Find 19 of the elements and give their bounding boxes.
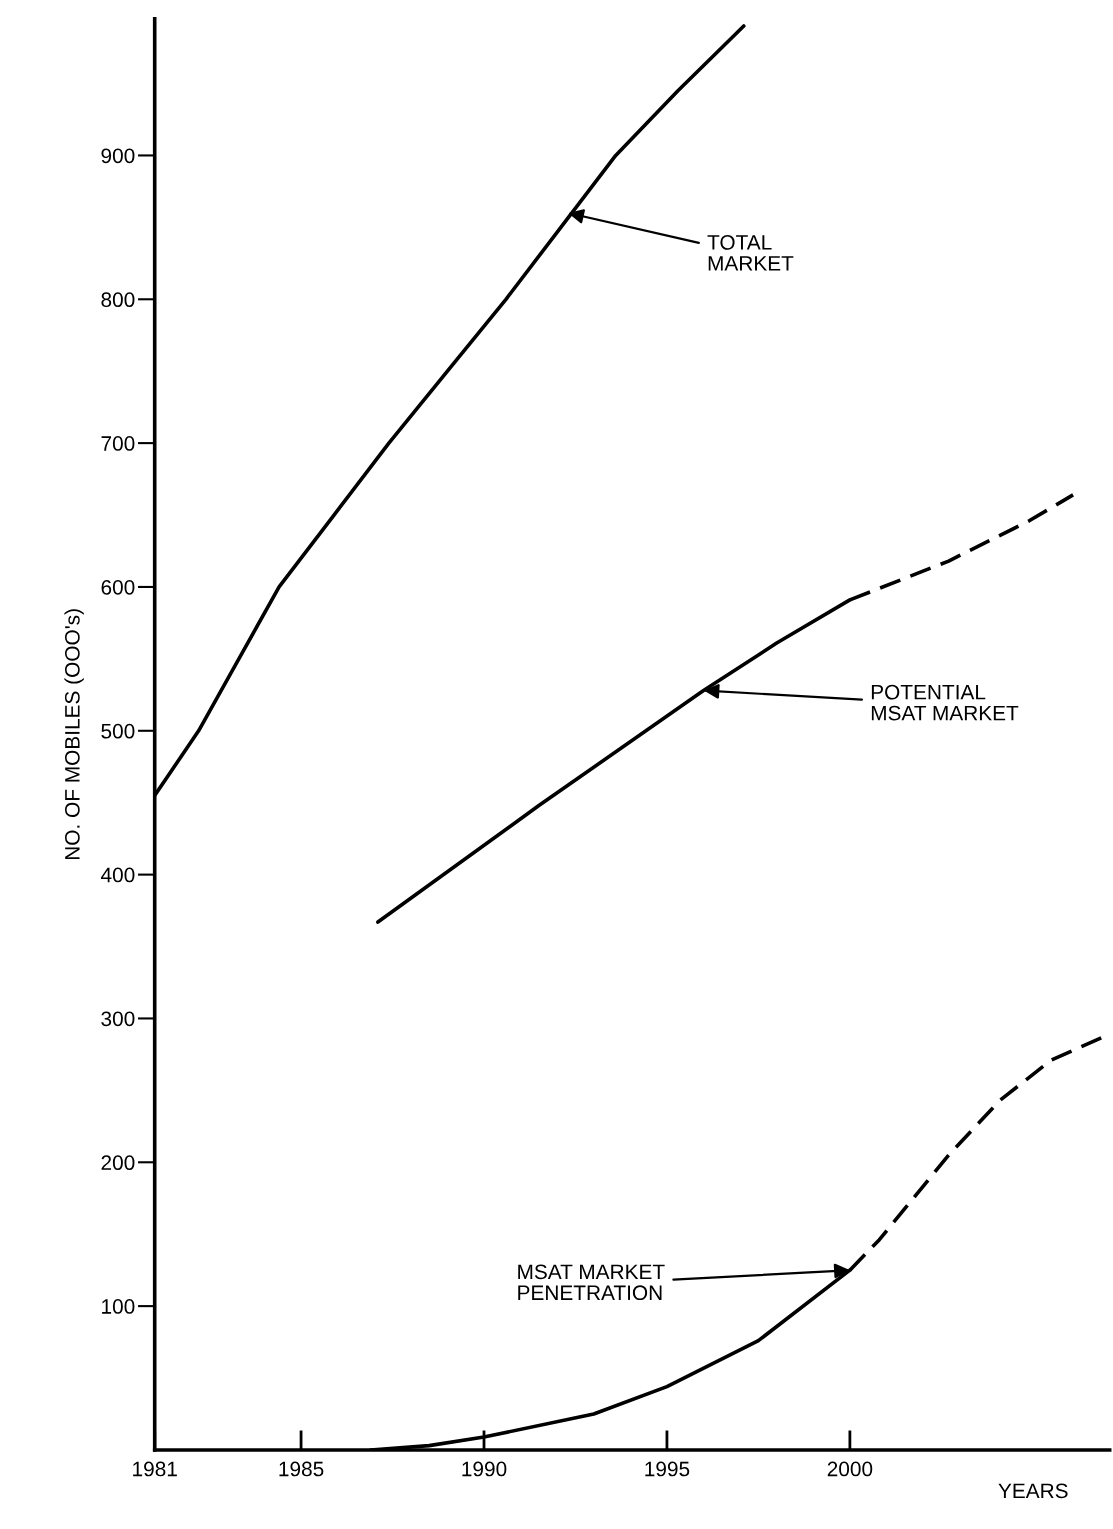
y-axis-title: NO. OF MOBILES (OOO's) [64,609,84,860]
y-tick-label: 300 [101,1011,135,1027]
x-tick-label: 1995 [645,1461,690,1477]
annotation: POTENTIAL MSAT MARKET [871,684,1019,721]
x-axis-title: YEARS [998,1483,1068,1499]
y-tick-label: 600 [101,579,135,595]
annotation: MSAT MARKET PENETRATION [518,1264,665,1301]
x-tick-label: 2000 [827,1461,873,1477]
x-tick-label: 1985 [279,1461,324,1477]
x-tick-label: 1981 [133,1461,177,1477]
y-tick-label: 400 [100,867,135,883]
y-tick-label: 500 [101,723,135,739]
y-tick-label: 200 [101,1155,135,1171]
y-tick-label: 900 [101,148,135,164]
annotation: TOTAL MARKET [707,235,794,271]
y-tick-label: 800 [101,292,135,308]
y-tick-label: 700 [101,436,135,451]
y-tick-label: 100 [102,1299,135,1314]
x-tick-label: 1990 [462,1461,507,1477]
